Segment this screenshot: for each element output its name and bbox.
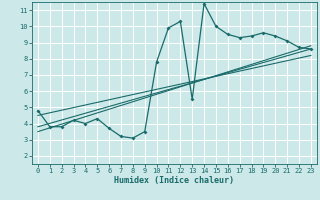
X-axis label: Humidex (Indice chaleur): Humidex (Indice chaleur) xyxy=(115,176,234,185)
